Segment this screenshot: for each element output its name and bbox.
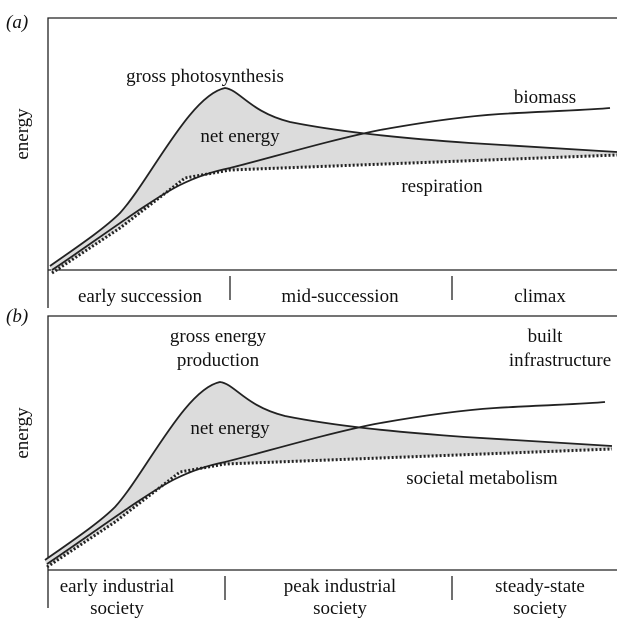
stage-label: mid-succession — [281, 286, 399, 307]
y-axis-label: energy — [12, 108, 33, 160]
y-axis-label: energy — [12, 407, 33, 459]
annotation: infrastructure — [509, 350, 611, 371]
stage-label: steady-state — [495, 576, 585, 597]
stage-label: climax — [514, 286, 566, 307]
annotation: biomass — [514, 87, 576, 108]
panel-label: (b) — [6, 306, 28, 327]
annotation: respiration — [401, 176, 483, 197]
net-energy-area — [50, 88, 617, 273]
annotation: net energy — [200, 126, 280, 147]
stage-label: early industrial — [60, 576, 175, 597]
panel: (a) energy gross photosynthesis net energy b… — [6, 12, 617, 308]
annotation: gross photosynthesis — [126, 66, 284, 87]
annotation: production — [177, 350, 260, 371]
gross-curve — [49, 87, 617, 267]
stage-label: society — [90, 598, 144, 619]
stage-label: society — [513, 598, 567, 619]
stage-label: early succession — [78, 286, 202, 307]
gross-curve — [44, 381, 613, 561]
axes — [47, 315, 617, 608]
panel: (b) energy gross energy production net energ… — [6, 306, 617, 619]
panel-label: (a) — [6, 12, 28, 33]
annotation: gross energy — [170, 326, 267, 347]
annotation: societal metabolism — [406, 468, 558, 489]
annotation: built — [528, 326, 564, 347]
net-energy-area — [45, 382, 612, 567]
stage-label: peak industrial — [284, 576, 396, 597]
curves — [44, 381, 613, 569]
axes — [47, 17, 617, 308]
stage-label: society — [313, 598, 367, 619]
annotation: net energy — [190, 418, 270, 439]
curves — [49, 87, 617, 275]
